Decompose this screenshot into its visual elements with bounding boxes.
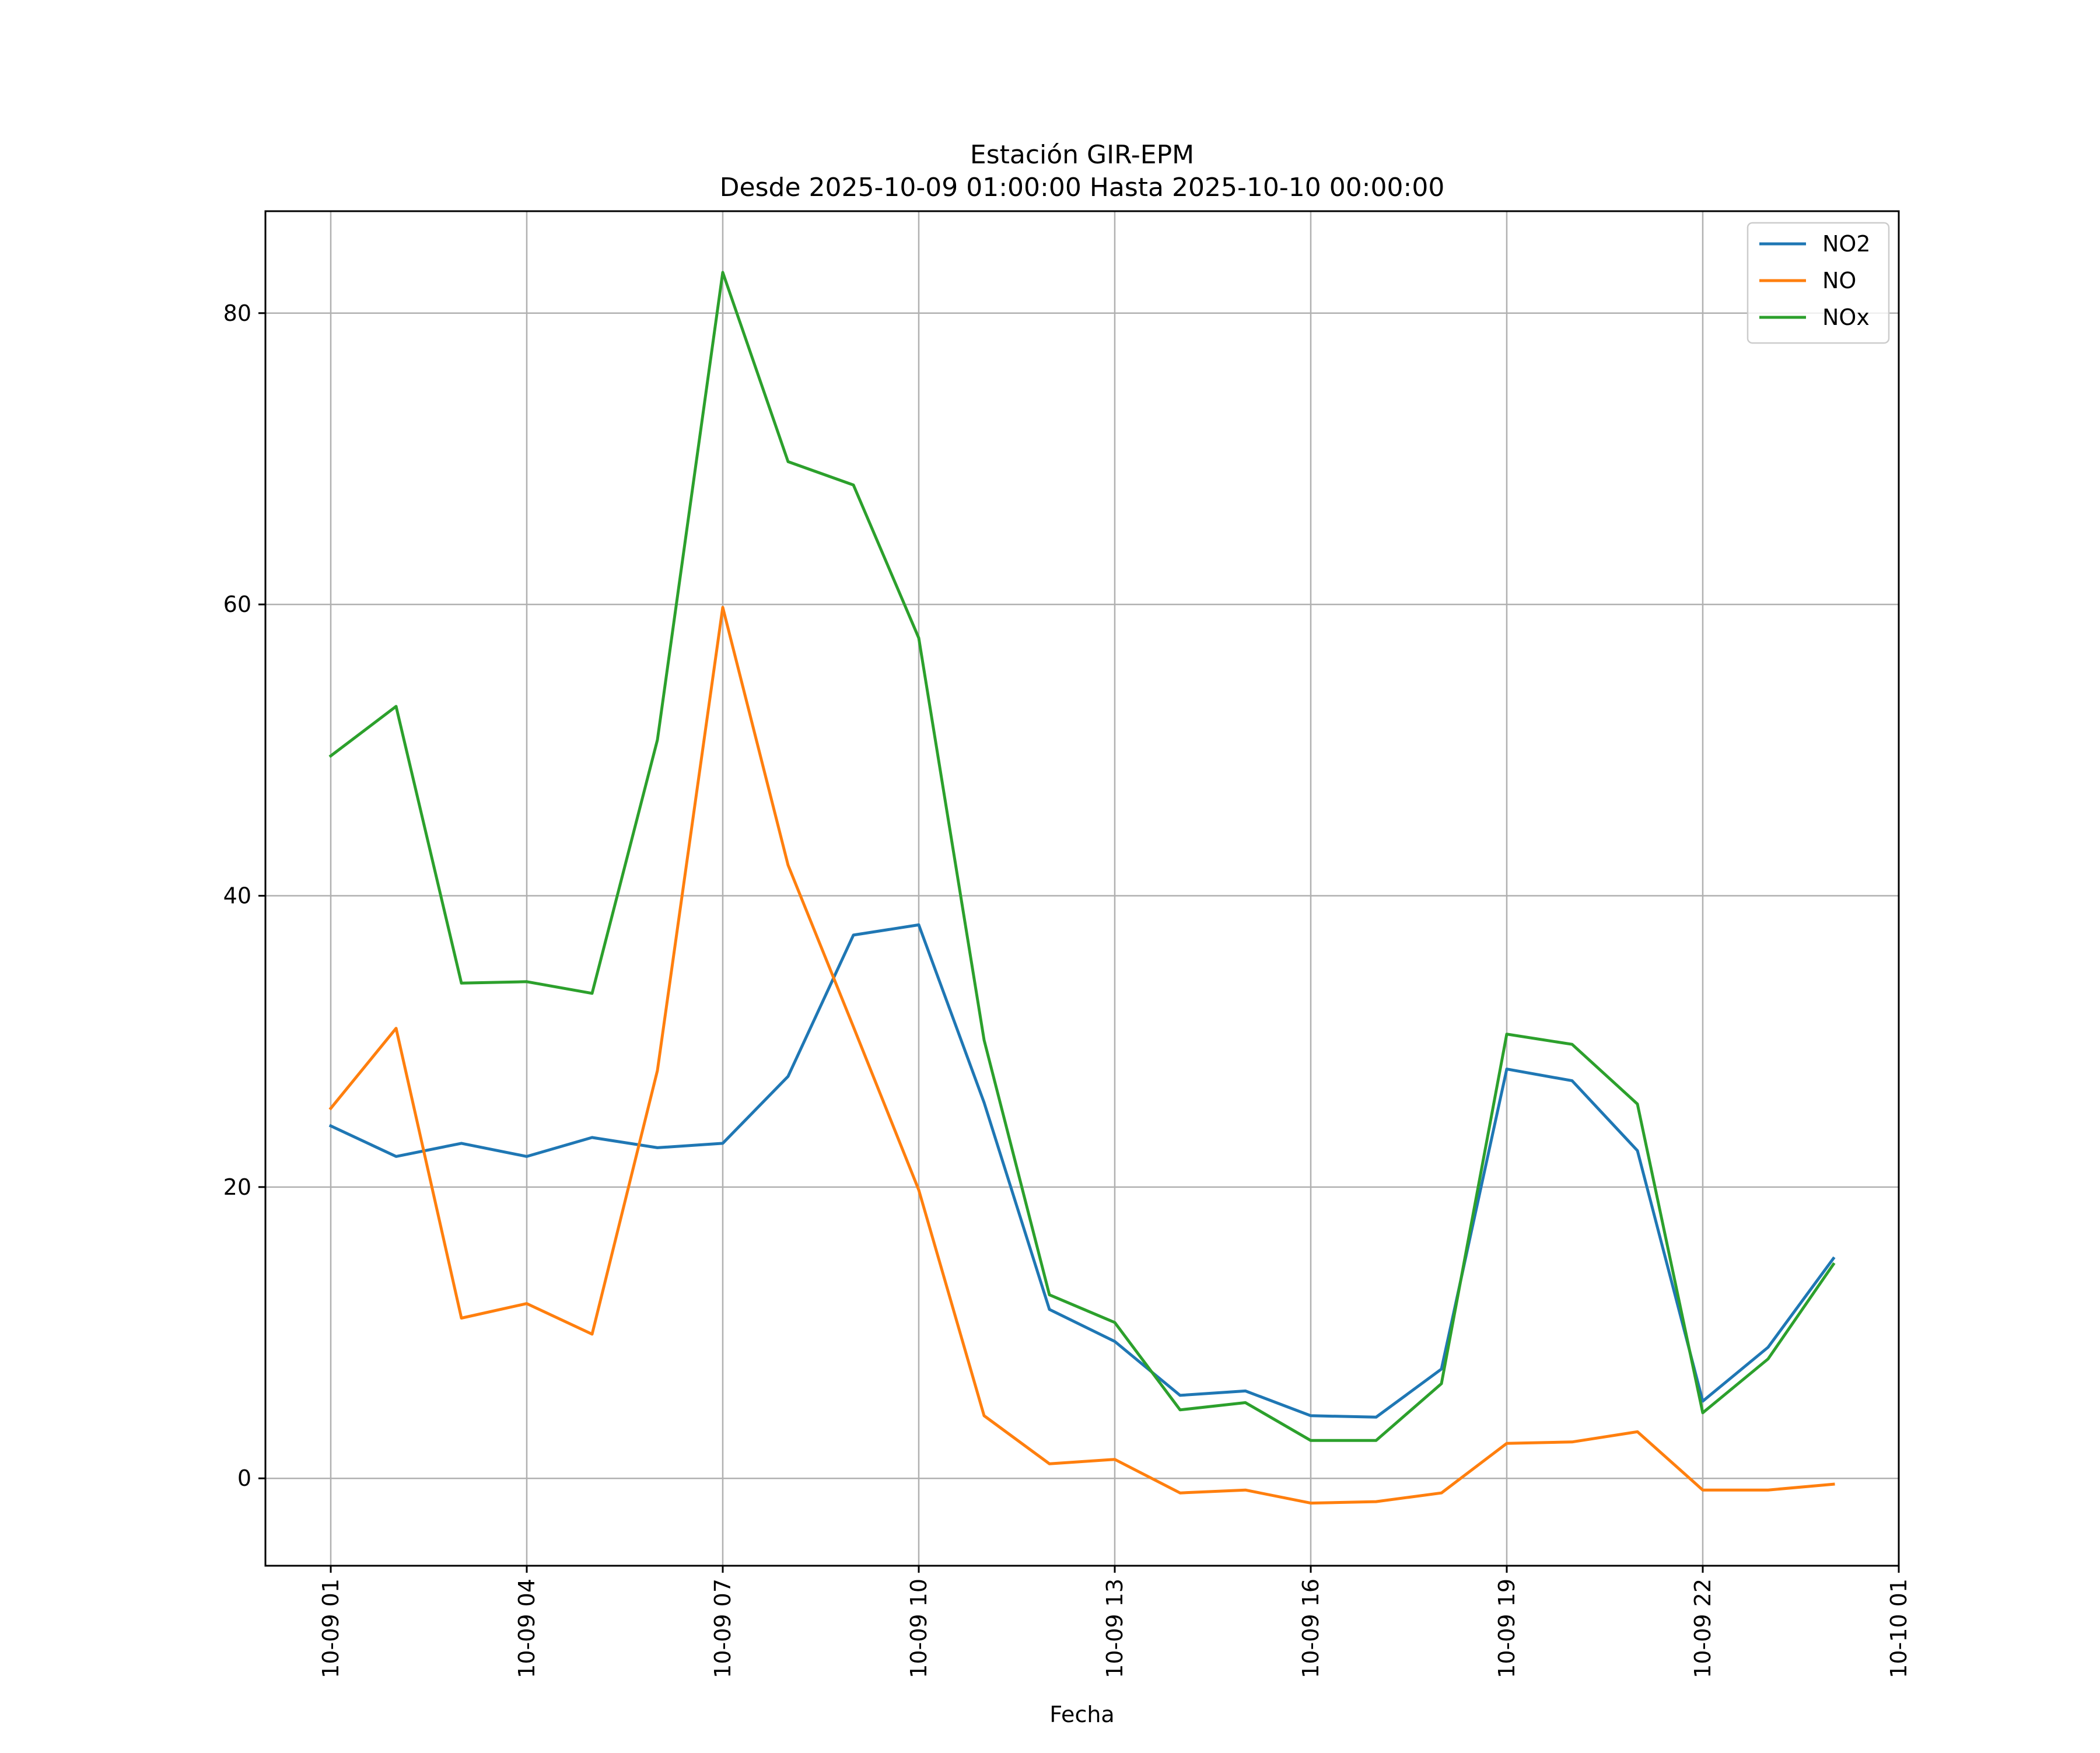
- chart-subtitle: Desde 2025-10-09 01:00:00 Hasta 2025-10-…: [720, 173, 1445, 202]
- series-lines: [328, 271, 1836, 1505]
- x-tick-label: 10-10 01: [1886, 1579, 1912, 1678]
- legend-box: [1746, 222, 1890, 344]
- legend-label-nox: NOx: [1822, 305, 1870, 330]
- y-tick-label: 60: [223, 592, 251, 617]
- x-tick-label: 10-09 10: [906, 1579, 932, 1678]
- x-tick-label: 10-09 04: [514, 1579, 540, 1678]
- x-tick-label: 10-09 13: [1102, 1579, 1128, 1678]
- legend-label-no: NO: [1822, 268, 1856, 293]
- series-line-no: [328, 606, 1835, 1505]
- grid-lines: [265, 211, 1900, 1566]
- chart-title: Estación GIR-EPM: [970, 140, 1194, 170]
- x-axis-ticks: 10-09 01 10-09 04 10-09 07 10-09 10 10-09 13…: [318, 1566, 1912, 1678]
- y-tick-label: 0: [237, 1465, 251, 1491]
- x-tick-label: 10-09 01: [318, 1579, 344, 1678]
- x-tick-label: 10-09 19: [1494, 1579, 1520, 1678]
- series-line-no2: [328, 923, 1836, 1419]
- y-tick-label: 20: [223, 1174, 251, 1200]
- y-tick-label: 40: [223, 883, 251, 908]
- x-axis-label: Fecha: [1049, 1702, 1114, 1727]
- y-axis-ticks: 0 20 40 60 80: [223, 300, 265, 1491]
- legend: NO2 NO NOx: [1746, 222, 1890, 344]
- x-tick-label: 10-09 16: [1298, 1579, 1324, 1678]
- y-tick-label: 80: [223, 300, 251, 326]
- series-line-nox: [328, 271, 1836, 1442]
- legend-label-no2: NO2: [1822, 231, 1871, 257]
- plot-area-frame: [264, 210, 1900, 1567]
- x-tick-label: 10-09 22: [1690, 1579, 1716, 1678]
- x-tick-label: 10-09 07: [710, 1579, 736, 1678]
